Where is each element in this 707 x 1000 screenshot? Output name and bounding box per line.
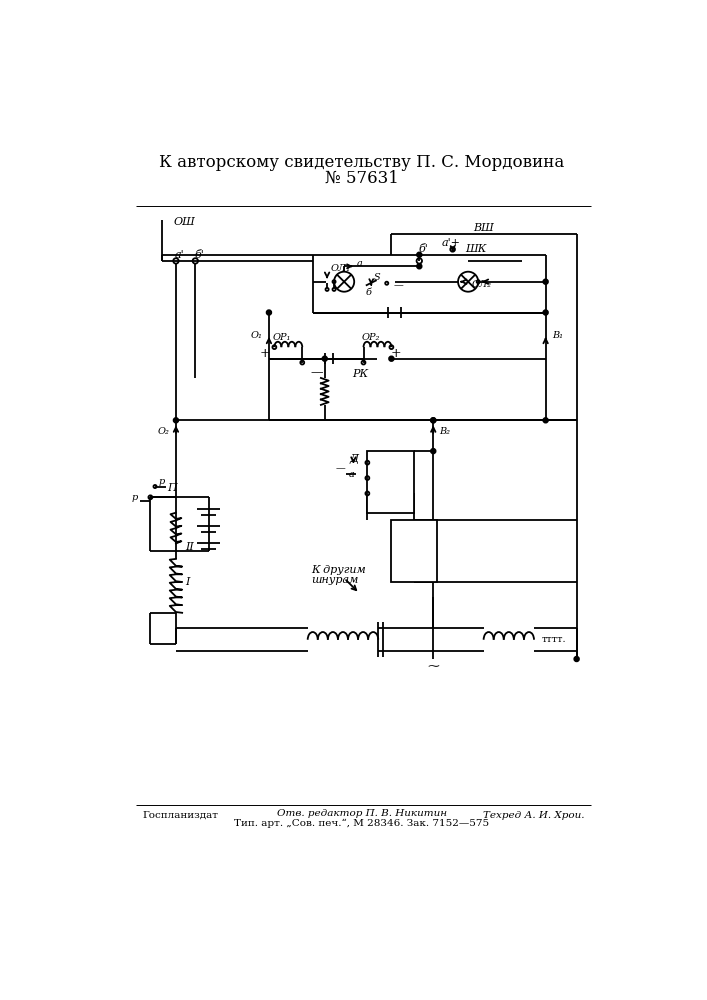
Text: —: — — [311, 366, 323, 379]
Circle shape — [267, 310, 271, 315]
Text: б': б' — [419, 244, 428, 254]
Text: р: р — [159, 477, 165, 486]
Circle shape — [174, 418, 178, 423]
Text: —: — — [335, 464, 345, 473]
Text: II: II — [185, 542, 194, 552]
Circle shape — [322, 356, 327, 361]
Circle shape — [574, 657, 579, 661]
Text: —: — — [394, 281, 403, 290]
Text: р: р — [132, 493, 138, 502]
Text: ОР₁: ОР₁ — [273, 333, 291, 342]
Circle shape — [389, 356, 394, 361]
Bar — [368, 451, 414, 513]
Circle shape — [431, 449, 436, 453]
Bar — [391, 520, 437, 582]
Text: б': б' — [194, 250, 204, 260]
Text: шнурам: шнурам — [312, 575, 359, 585]
Text: а: а — [349, 470, 355, 479]
Text: —: — — [424, 524, 434, 533]
Text: О₂: О₂ — [158, 427, 170, 436]
Text: +: + — [391, 347, 402, 360]
Text: ОШ: ОШ — [174, 217, 196, 227]
Text: В₁: В₁ — [552, 331, 563, 340]
Text: тттт.: тттт. — [542, 635, 566, 644]
Text: ОЛ₁: ОЛ₁ — [331, 264, 351, 273]
Text: я: я — [422, 520, 428, 529]
Text: а'+: а'+ — [442, 238, 460, 248]
Circle shape — [543, 310, 548, 315]
Text: а: а — [357, 259, 363, 268]
Text: Отв. редактор П. В. Никитин: Отв. редактор П. В. Никитин — [277, 808, 447, 818]
Circle shape — [431, 418, 436, 423]
Circle shape — [417, 252, 421, 257]
Text: д: д — [395, 460, 399, 468]
Text: S: S — [374, 273, 381, 282]
Text: г: г — [395, 476, 399, 484]
Text: Госпланиздат: Госпланиздат — [143, 811, 218, 820]
Text: ОЛ₂: ОЛ₂ — [472, 280, 492, 289]
Text: а: а — [376, 454, 382, 463]
Circle shape — [543, 279, 548, 284]
Text: ШК: ШК — [465, 244, 486, 254]
Text: I: I — [185, 577, 189, 587]
Text: ОР₂: ОР₂ — [362, 333, 380, 342]
Circle shape — [417, 264, 421, 269]
Text: Тип. арт. „Сов. печ.“, М 28346. Зак. 7152—575: Тип. арт. „Сов. печ.“, М 28346. Зак. 715… — [235, 818, 489, 828]
Text: К другим: К другим — [312, 565, 366, 575]
Text: № 57631: № 57631 — [325, 170, 399, 187]
Text: РК: РК — [352, 369, 368, 379]
Text: Техред А. И. Хрои.: Техред А. И. Хрои. — [483, 811, 585, 820]
Text: Д: Д — [349, 454, 358, 464]
Text: а': а' — [175, 250, 185, 260]
Text: б: б — [366, 288, 372, 297]
Text: +: + — [259, 347, 270, 360]
Text: О₁: О₁ — [251, 331, 263, 340]
Circle shape — [543, 418, 548, 423]
Text: П: П — [167, 483, 177, 493]
Text: ВШ: ВШ — [473, 223, 494, 233]
Text: РД: РД — [420, 551, 434, 560]
Circle shape — [431, 418, 436, 423]
Text: 2: 2 — [395, 487, 399, 495]
Text: К авторскому свидетельству П. С. Мордовина: К авторскому свидетельству П. С. Мордови… — [159, 154, 565, 171]
Text: ~: ~ — [426, 657, 440, 674]
Text: В₂: В₂ — [440, 427, 450, 436]
